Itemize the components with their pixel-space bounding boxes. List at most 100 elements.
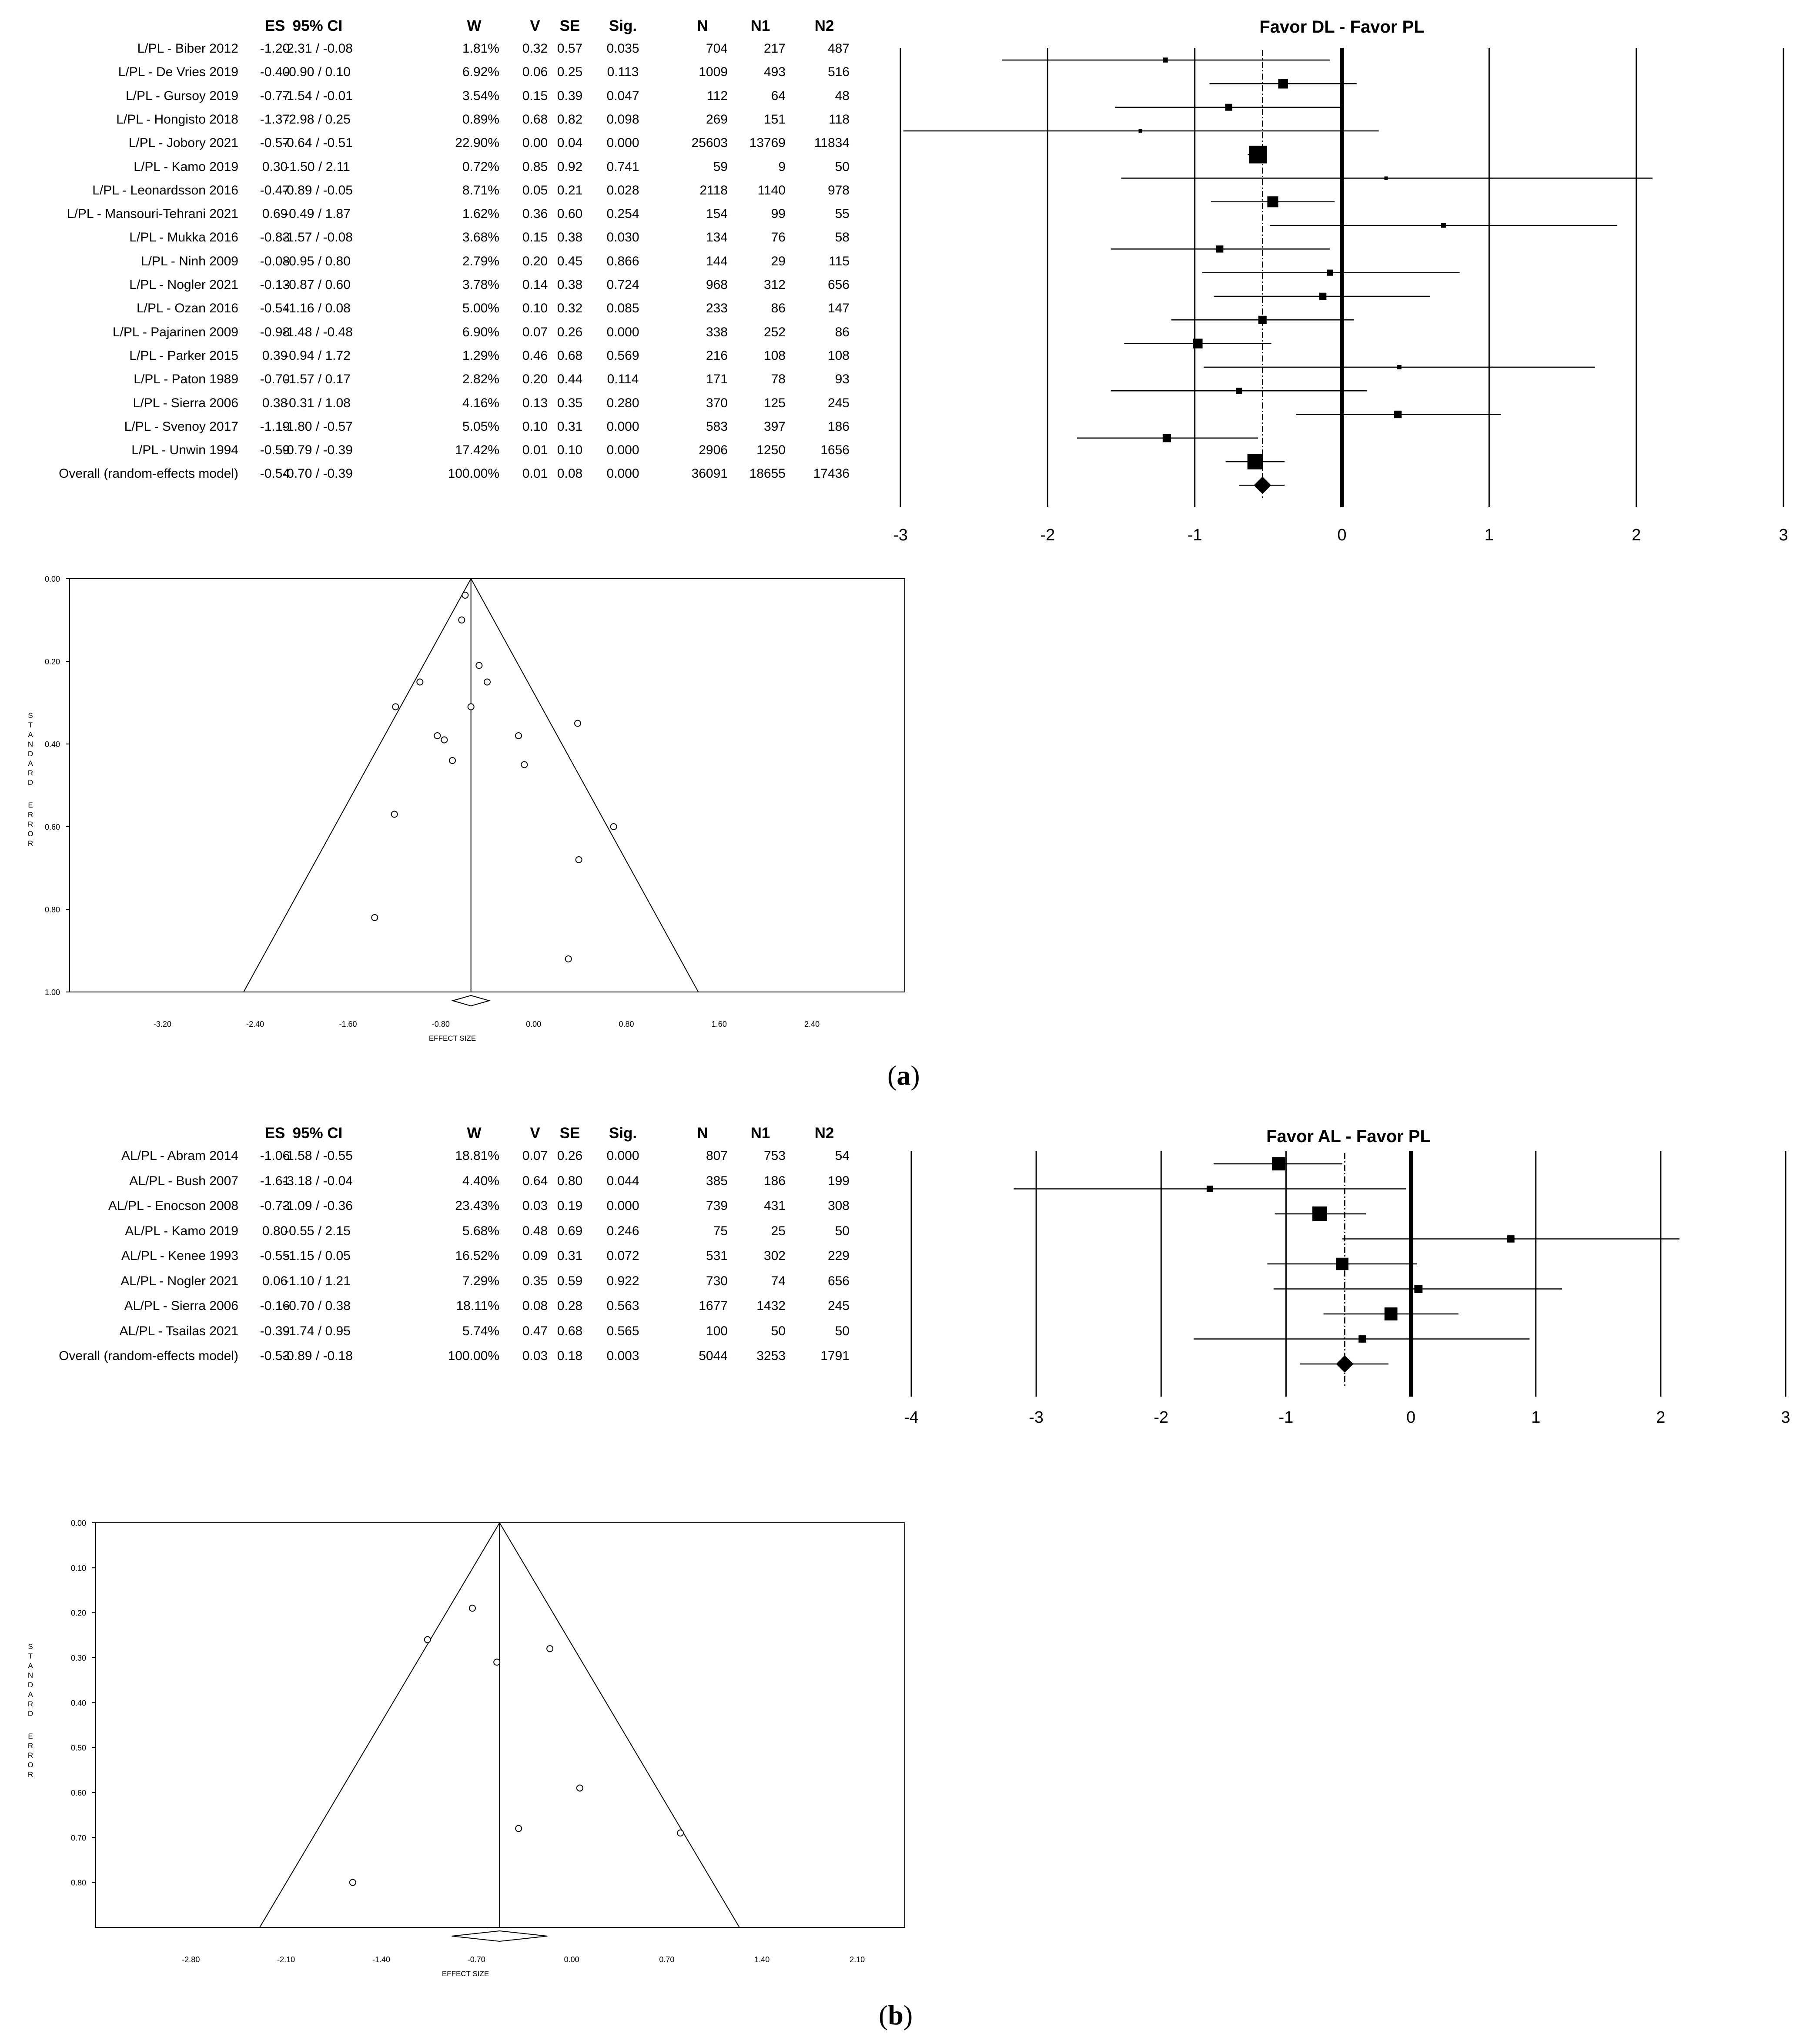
table-cell: 252: [763, 325, 786, 339]
table-cell: 0.866: [606, 254, 639, 268]
effect-marker: [1414, 1285, 1423, 1293]
study-label: AL/PL - Enocson 2008: [108, 1199, 238, 1213]
table-cell: -0.89 / -0.05: [282, 183, 353, 198]
column-header: ES: [264, 1125, 285, 1142]
effect-marker: [1193, 338, 1203, 348]
table-cell: 3253: [756, 1349, 786, 1363]
table-cell: -0.47: [260, 183, 290, 198]
y-axis-title-char: R: [28, 811, 33, 819]
y-axis-title-char: R: [28, 1751, 33, 1759]
x-tick-label: -3: [1029, 1408, 1044, 1423]
x-tick-label: 0.80: [619, 1020, 634, 1029]
study-label: L/PL - Sierra 2006: [133, 395, 238, 410]
y-tick-label: 0.40: [45, 740, 60, 749]
table-cell: 0.044: [606, 1173, 639, 1188]
y-axis-title-char: O: [27, 1761, 33, 1769]
funnel-left-boundary: [243, 578, 472, 992]
forest-plot-a: Favor DL - Favor PL -3 -2 -1 0 1 2 3: [893, 17, 1788, 544]
study-label: AL/PL - Sierra 2006: [124, 1299, 238, 1313]
study-label: L/PL - Ninh 2009: [141, 254, 238, 268]
table-cell: 5044: [699, 1349, 728, 1363]
table-cell: 29: [771, 254, 786, 268]
x-tick-label: 1: [1531, 1408, 1540, 1423]
y-tick-label: 0.60: [71, 1789, 86, 1797]
table-cell: -0.49 / 1.87: [284, 207, 351, 221]
table-cell: 308: [827, 1199, 850, 1213]
y-axis-title-char: R: [28, 1742, 33, 1750]
table-cell: -0.70: [260, 372, 290, 387]
study-label: L/PL - Pajarinen 2009: [112, 325, 238, 339]
forest-title: Favor AL - Favor PL: [1266, 1127, 1431, 1146]
study-point: [391, 811, 398, 818]
summary-diamond: [452, 1930, 548, 1942]
table-cell: 18655: [749, 466, 786, 481]
table-cell: 50: [835, 1223, 850, 1238]
table-cell: 807: [706, 1149, 728, 1163]
table-cell: 0.000: [606, 1199, 639, 1213]
table-cell: 704: [706, 41, 728, 56]
effect-marker: [1394, 410, 1402, 419]
x-tick-label: -2.80: [182, 1955, 200, 1964]
column-header: SE: [559, 1125, 580, 1142]
x-tick-label: -4: [904, 1408, 919, 1423]
overall-diamond: [1254, 476, 1271, 494]
table-cell: 0.38: [557, 278, 583, 292]
study-label: L/PL - Parker 2015: [129, 348, 238, 363]
funnel-plot-a: 0.00 0.20 0.40 0.60 0.80 1.00 -3.20 -2.40 -1.60 -…: [27, 575, 905, 1042]
x-axis-title: EFFECT SIZE: [442, 1970, 489, 1978]
table-cell: 0.30: [262, 159, 288, 174]
table-cell: 0.10: [557, 443, 583, 458]
table-cell: -0.53: [260, 1349, 290, 1363]
y-axis-title-char: D: [28, 1681, 33, 1689]
study-point: [441, 736, 448, 744]
table-cell: 5.68%: [462, 1223, 499, 1238]
table-cell: 6.90%: [462, 325, 499, 339]
effect-marker: [1397, 365, 1402, 369]
table-cell: 0.07: [522, 325, 548, 339]
table-cell: 0.39: [557, 88, 583, 103]
table-cell: -0.31 / 1.08: [284, 395, 351, 410]
effect-marker: [1247, 454, 1263, 469]
table-cell: 0.25: [557, 65, 583, 80]
column-header: N1: [750, 17, 770, 34]
x-tick-label: -3: [893, 526, 908, 544]
table-cell: -0.70 / 0.38: [284, 1299, 351, 1313]
x-tick-label: 1.40: [754, 1955, 770, 1964]
table-cell: 0.085: [606, 301, 639, 316]
summary-diamond: [451, 995, 491, 1007]
effect-marker: [1327, 269, 1334, 276]
table-cell: -2.98 / 0.25: [284, 112, 351, 127]
y-axis-title-char: R: [28, 820, 33, 828]
table-cell: -1.58 / -0.55: [282, 1149, 353, 1163]
overall-diamond: [1336, 1355, 1354, 1373]
table-cell: 229: [827, 1249, 850, 1263]
table-cell: 583: [706, 419, 728, 434]
y-axis-title-char: R: [28, 769, 33, 777]
table-cell: 0.724: [606, 278, 639, 292]
x-tick-label: -1: [1279, 1408, 1294, 1423]
table-cell: 23.43%: [455, 1199, 499, 1213]
table-cell: 8.71%: [462, 183, 499, 198]
x-tick-label: 2: [1656, 1408, 1665, 1423]
study-point: [371, 914, 378, 921]
table-cell: -0.55 / 2.15: [284, 1223, 351, 1238]
table-cell: 22.90%: [455, 136, 499, 151]
table-cell: 0.922: [606, 1273, 639, 1288]
y-axis-title-char: D: [28, 1709, 33, 1718]
table-b: ES 95% CI W V SE Sig. N N1 N2 AL/PL - Abram 2014 -…: [0, 1125, 879, 1377]
x-tick-label: -3.20: [154, 1020, 171, 1029]
table-cell: 3.78%: [462, 278, 499, 292]
y-tick-label: 0.10: [71, 1564, 86, 1572]
table-cell: 968: [706, 278, 728, 292]
column-header: N2: [814, 1125, 834, 1142]
table-cell: 0.32: [557, 301, 583, 316]
effect-marker: [1358, 1335, 1366, 1343]
table-cell: 0.06: [262, 1273, 288, 1288]
table-cell: 74: [771, 1273, 786, 1288]
table-cell: 134: [706, 230, 728, 245]
study-point: [467, 703, 475, 710]
table-cell: 0.26: [557, 325, 583, 339]
table-cell: 100.00%: [448, 466, 499, 481]
plot-frame: [69, 578, 905, 992]
table-cell: 115: [829, 254, 850, 268]
